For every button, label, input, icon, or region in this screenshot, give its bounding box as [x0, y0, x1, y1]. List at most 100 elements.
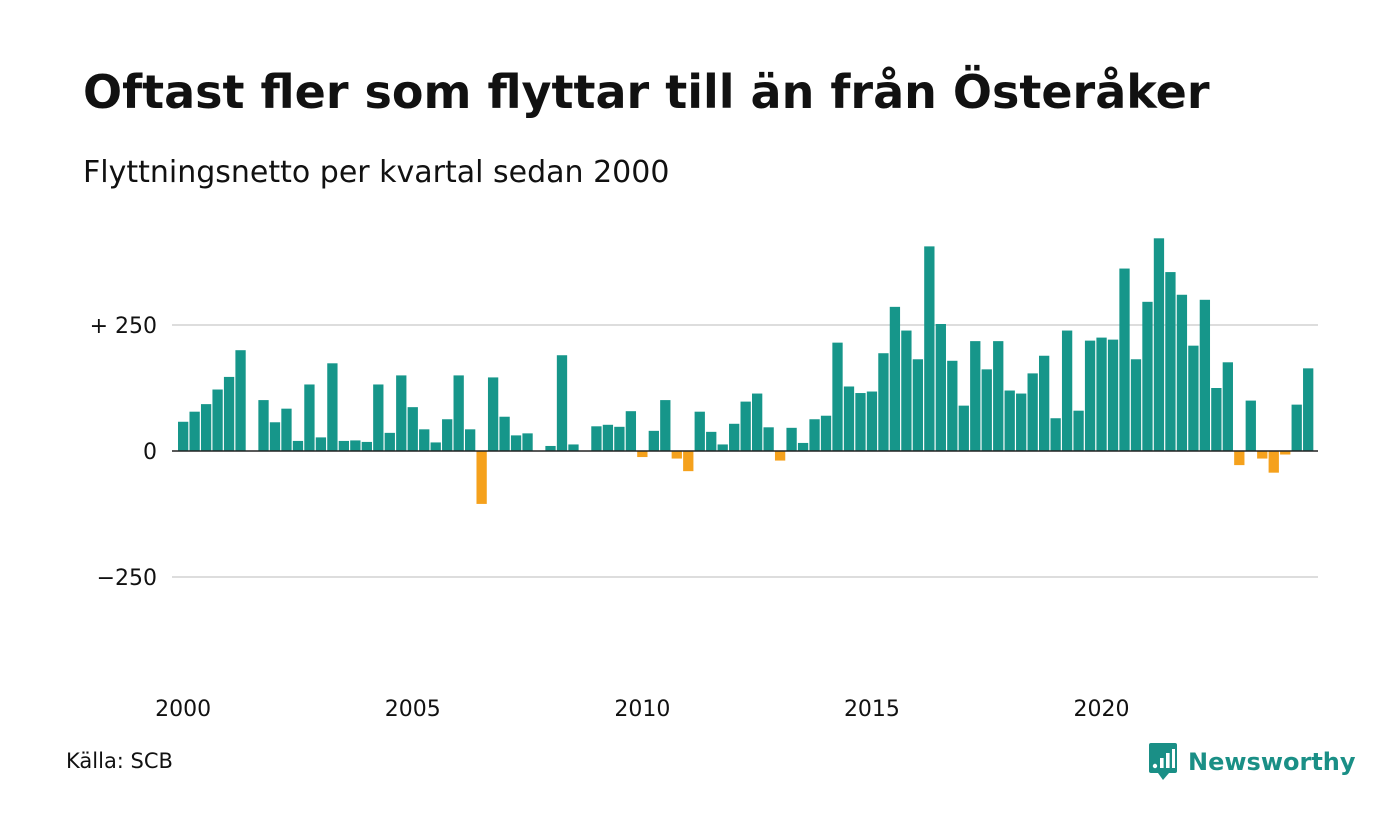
y-tick-label: + 250 — [90, 314, 157, 339]
bar: 2012 K2: 98 — [740, 401, 751, 451]
bar: 2006 K4: 146 — [487, 377, 499, 451]
bar: 2018 K2: 114 — [1016, 393, 1027, 451]
bar: 2010 K1: -12 — [637, 451, 648, 458]
bar: 2012 K4: 47 — [763, 427, 774, 451]
chart-title: Oftast fler som flyttar till än från Öst… — [83, 65, 1210, 119]
bar: 2013 K1: -19 — [774, 451, 786, 461]
bar: 2015 K4: 239 — [901, 330, 912, 451]
bar: 2017 K4: 218 — [993, 341, 1004, 451]
y-tick-label: −250 — [97, 566, 157, 591]
bar: 2006 K1: 150 — [453, 375, 464, 451]
bar: 2008 K3: 13 — [568, 444, 579, 451]
bar: 2011 K4: 13 — [717, 444, 728, 451]
source-note: Källa: SCB — [66, 749, 173, 773]
bar: 2001 K4: 101 — [258, 400, 269, 451]
bar: 2010 K4: -15 — [671, 451, 682, 459]
bar: 2014 K4: 115 — [855, 393, 866, 451]
bar: 2012 K3: 114 — [752, 393, 763, 451]
bar: 2002 K1: 57 — [269, 422, 281, 451]
x-tick-label: 2020 — [1074, 697, 1130, 722]
bar: 2024 K3: 164 — [1303, 368, 1314, 451]
bar: 2019 K2: 239 — [1061, 330, 1073, 451]
bar: 2001 K1: 147 — [223, 376, 235, 451]
bar: 2016 K2: 406 — [924, 246, 935, 451]
bar: 2005 K2: 43 — [419, 429, 430, 451]
y-tick-label: 0 — [143, 440, 157, 465]
bar: 2013 K2: 46 — [786, 427, 797, 451]
bar: 2003 K3: 20 — [338, 440, 350, 451]
bar: 2000 K2: 78 — [189, 411, 200, 451]
bar: 2003 K4: 21 — [350, 440, 361, 451]
bar: 2000 K4: 122 — [212, 389, 223, 451]
bar: 2023 K3: -15 — [1257, 451, 1268, 459]
bar: 2007 K3: 35 — [522, 433, 533, 451]
bar: 2008 K2: 190 — [556, 355, 568, 451]
bar: 2019 K4: 219 — [1084, 340, 1096, 451]
bar: 2011 K2: 78 — [694, 411, 705, 451]
bar: 2024 K2: 92 — [1291, 404, 1302, 451]
bar: 2016 K3: 252 — [935, 323, 946, 451]
bar: 2015 K3: 286 — [889, 306, 901, 451]
bar: 2020 K3: 362 — [1119, 268, 1130, 451]
bar: 2005 K1: 87 — [407, 407, 418, 451]
bar: 2006 K3: -105 — [476, 451, 487, 504]
bar: 2013 K4: 63 — [809, 419, 820, 451]
bar: 2018 K4: 189 — [1039, 355, 1050, 451]
bar: 2005 K4: 63 — [442, 419, 453, 451]
bar: 2018 K3: 154 — [1027, 373, 1038, 451]
bar: 2021 K3: 355 — [1165, 272, 1176, 451]
bar: 2015 K1: 118 — [866, 391, 878, 451]
bar: 2017 K2: 218 — [970, 341, 981, 451]
bar: 2010 K3: 101 — [660, 400, 671, 451]
bar: 2024 K1: -7 — [1280, 451, 1291, 455]
bar: 2007 K1: 68 — [499, 416, 510, 451]
bar: 2004 K1: 18 — [361, 441, 372, 451]
bar: 2022 K3: 125 — [1211, 388, 1222, 451]
bar: 2012 K1: 54 — [729, 423, 740, 451]
bar: 2004 K3: 36 — [384, 432, 395, 451]
bar: 2014 K3: 128 — [843, 386, 855, 451]
bar: 2014 K1: 70 — [820, 415, 832, 451]
newsworthy-logo: Newsworthy — [1149, 743, 1356, 781]
bar: 2000 K3: 93 — [200, 404, 212, 451]
bar: 2019 K3: 80 — [1073, 410, 1084, 451]
bar: 2004 K4: 150 — [396, 375, 407, 451]
bar: 2021 K4: 310 — [1176, 294, 1188, 451]
bar: 2017 K3: 162 — [981, 369, 992, 451]
bar: 2002 K3: 20 — [292, 440, 304, 451]
x-tick-label: 2010 — [614, 697, 670, 722]
bar: 2002 K2: 84 — [281, 408, 292, 451]
newsworthy-logo-icon — [1149, 743, 1177, 780]
bar: 2023 K1: -28 — [1234, 451, 1245, 466]
bar: 2000 K1: 58 — [178, 421, 189, 451]
bar: 2019 K1: 65 — [1050, 418, 1061, 451]
bar: 2007 K2: 31 — [510, 435, 522, 451]
bar: 2015 K2: 194 — [878, 353, 889, 451]
bar: 2022 K1: 209 — [1188, 345, 1199, 451]
bar: 2005 K3: 17 — [430, 442, 441, 451]
bar: 2017 K1: 90 — [958, 405, 969, 451]
bar: 2013 K3: 16 — [797, 442, 809, 451]
bar: 2001 K2: 200 — [235, 350, 246, 451]
bar: 2004 K2: 132 — [373, 384, 384, 451]
chart-subtitle: Flyttningsnetto per kvartal sedan 2000 — [83, 155, 670, 190]
bar: 2016 K4: 179 — [947, 360, 958, 451]
x-tick-label: 2005 — [385, 697, 441, 722]
bar: 2009 K2: 52 — [602, 424, 614, 451]
bar: 2021 K1: 296 — [1142, 301, 1153, 451]
bar: 2022 K2: 300 — [1199, 299, 1211, 451]
brand-name: Newsworthy — [1188, 748, 1356, 776]
bar: 2011 K1: -40 — [683, 451, 694, 472]
bar: 2020 K1: 225 — [1096, 337, 1107, 451]
bar: 2009 K3: 48 — [614, 426, 625, 451]
bar: 2014 K2: 215 — [832, 342, 843, 451]
x-tick-label: 2015 — [844, 697, 900, 722]
bar: 2002 K4: 132 — [304, 384, 315, 451]
bar: 2022 K4: 176 — [1222, 362, 1233, 451]
bar: 2020 K4: 182 — [1130, 359, 1142, 451]
bar: 2009 K1: 49 — [591, 426, 602, 451]
bar: 2009 K4: 79 — [625, 411, 637, 451]
bar: 2023 K2: 100 — [1245, 400, 1256, 451]
bar: 2008 K1: 10 — [545, 445, 556, 451]
